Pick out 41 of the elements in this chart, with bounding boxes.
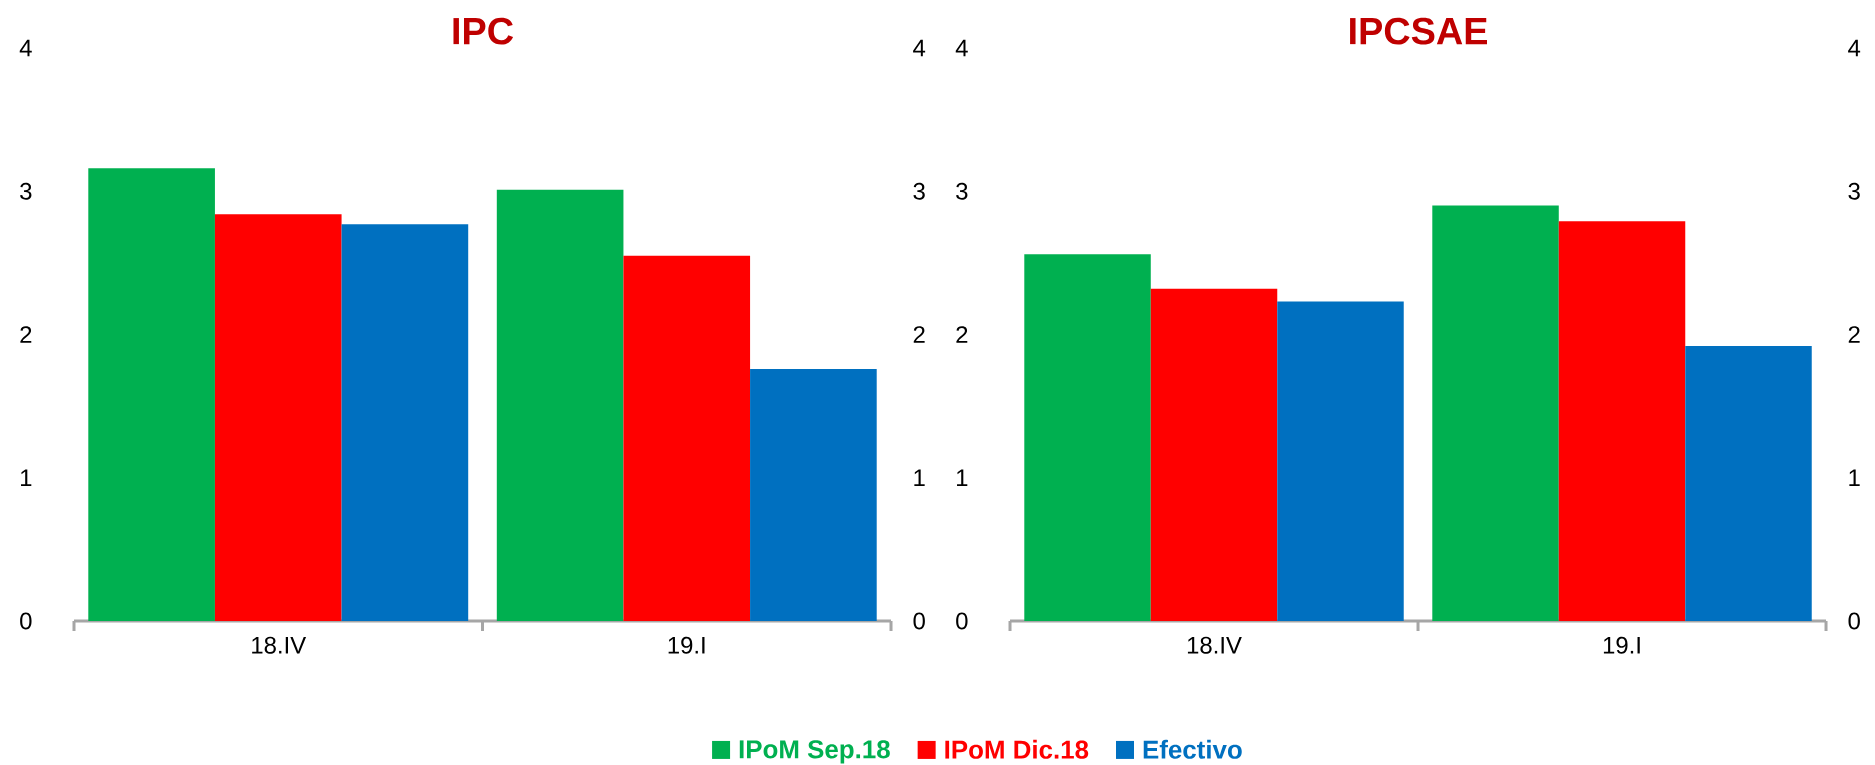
x-tick-label: 19.I <box>668 636 705 654</box>
chart-title: IPCSAE <box>1350 17 1487 45</box>
y-tick-label: 0 <box>20 612 32 630</box>
legend-label: IPoM Dic.18 <box>945 739 1089 759</box>
y-tick-label: 4 <box>955 39 968 57</box>
bar <box>214 214 342 621</box>
y-tick-label: 4 <box>19 39 32 57</box>
y2-tick-label: 4 <box>913 39 926 57</box>
y2-tick-label: 0 <box>1848 612 1860 630</box>
bar <box>1558 221 1686 621</box>
bar <box>623 255 751 621</box>
y2-tick-label: 1 <box>914 469 925 486</box>
chart-title: IPC <box>453 17 514 45</box>
legend-label: IPoM Sep.18 <box>739 740 890 764</box>
y2-tick-label: 4 <box>1848 39 1861 57</box>
y-tick-label: 2 <box>956 326 968 343</box>
y-tick-label: 2 <box>20 326 32 343</box>
y-tick-label: 1 <box>957 469 968 486</box>
x-tick-label: 18.IV <box>252 636 307 654</box>
bar <box>750 368 877 621</box>
x-tick-label: 18.IV <box>1187 636 1242 654</box>
y2-tick-label: 1 <box>1849 469 1860 486</box>
legend-label: Efectivo <box>1143 739 1242 759</box>
bar <box>88 168 215 621</box>
x-tick-label: 19.I <box>1603 636 1640 654</box>
y-tick-label: 0 <box>956 612 968 630</box>
bar <box>1150 288 1278 621</box>
bar <box>1277 301 1404 621</box>
bar <box>1685 345 1812 621</box>
bar <box>496 189 624 621</box>
y2-tick-label: 2 <box>913 326 925 343</box>
y-tick-label: 1 <box>21 469 32 486</box>
y-tick-label: 3 <box>956 182 968 200</box>
bar <box>1024 254 1151 621</box>
bar <box>341 224 469 621</box>
y-tick-label: 3 <box>20 182 32 200</box>
y2-tick-label: 0 <box>913 612 925 630</box>
bar <box>1432 205 1559 621</box>
y2-tick-label: 2 <box>1848 326 1860 343</box>
y2-tick-label: 3 <box>1848 182 1860 200</box>
y2-tick-label: 3 <box>913 182 925 200</box>
